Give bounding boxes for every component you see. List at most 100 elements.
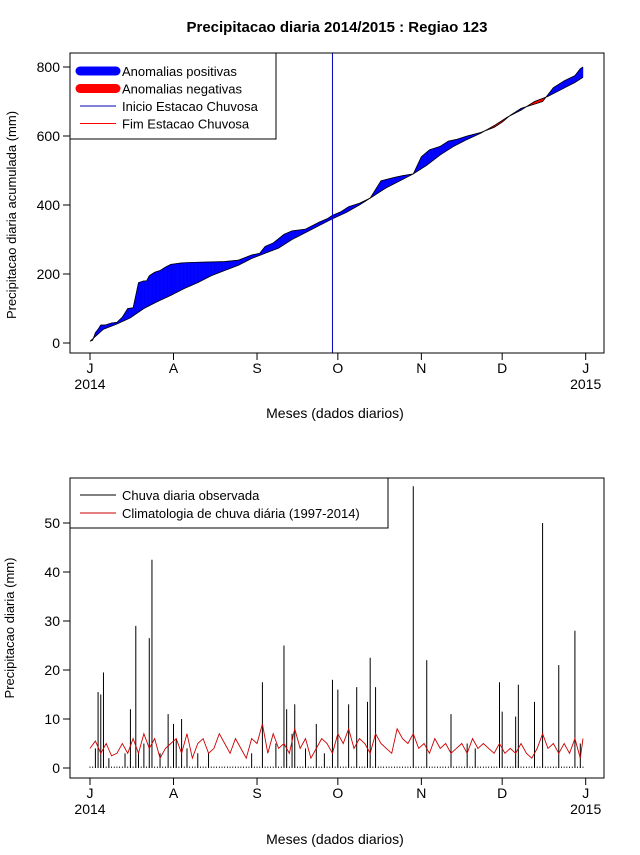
positive-anomaly-band	[426, 150, 429, 166]
positive-anomaly-band	[166, 265, 169, 298]
positive-anomaly-band	[170, 263, 173, 296]
positive-anomaly-band	[229, 260, 232, 269]
positive-anomaly-band	[388, 178, 391, 187]
positive-anomaly-band	[150, 273, 153, 306]
x-tick-label: J	[87, 785, 94, 801]
positive-anomaly-band	[227, 260, 229, 270]
positive-anomaly-band	[434, 147, 437, 160]
y-tick-label: 400	[37, 197, 61, 213]
positive-anomaly-band	[286, 232, 289, 244]
positive-anomaly-band	[433, 147, 436, 161]
positive-anomaly-band	[290, 230, 293, 241]
y-tick-label: 40	[44, 564, 60, 580]
positive-anomaly-band	[142, 280, 145, 310]
positive-anomaly-band	[422, 153, 425, 169]
positive-anomaly-band	[567, 77, 570, 87]
positive-anomaly-band	[173, 263, 176, 295]
positive-anomaly-band	[158, 270, 161, 302]
positive-anomaly-band	[581, 66, 584, 79]
positive-anomaly-band	[215, 261, 217, 275]
positive-anomaly-band	[570, 76, 573, 85]
x-tick-label: A	[169, 360, 179, 376]
legend-label: Inicio Estacao Chuvosa	[122, 99, 259, 114]
positive-anomaly-band	[282, 233, 285, 246]
positive-anomaly-band	[139, 281, 142, 312]
positive-anomaly-band	[171, 263, 174, 296]
chart-title: Precipitacao diaria 2014/2015 : Regiao 1…	[186, 19, 487, 36]
positive-anomaly-band	[153, 271, 155, 304]
positive-anomaly-band	[143, 280, 146, 309]
positive-anomaly-band	[281, 234, 283, 247]
positive-anomaly-band	[196, 262, 198, 284]
positive-anomaly-band	[208, 261, 211, 278]
positive-anomaly-band	[449, 140, 452, 150]
x-tick-label: D	[497, 785, 507, 801]
positive-anomaly-band	[128, 307, 131, 319]
x-tick-label: J	[582, 785, 589, 801]
positive-anomaly-band	[206, 261, 209, 279]
positive-anomaly-band	[421, 155, 423, 170]
positive-anomaly-band	[200, 261, 203, 282]
positive-anomaly-band	[127, 308, 130, 320]
positive-anomaly-band	[289, 231, 291, 242]
positive-anomaly-band	[194, 262, 197, 285]
positive-anomaly-band	[435, 146, 438, 159]
positive-anomaly-band	[295, 229, 298, 238]
positive-anomaly-band	[130, 307, 132, 319]
positive-anomaly-band	[283, 233, 286, 246]
plot-frame	[69, 52, 605, 354]
positive-anomaly-band	[232, 260, 235, 268]
positive-anomaly-band	[213, 261, 216, 275]
positive-anomaly-band	[217, 261, 220, 274]
positive-anomaly-band	[285, 232, 287, 245]
positive-anomaly-band	[155, 271, 158, 303]
positive-anomaly-band	[209, 261, 212, 277]
y-tick-label: 0	[52, 760, 60, 776]
positive-anomaly-band	[169, 264, 172, 297]
y-tick-label: 0	[52, 335, 60, 351]
year-label: 2014	[74, 376, 105, 392]
legend-label: Anomalias negativas	[122, 82, 242, 97]
positive-anomaly-band	[291, 230, 294, 240]
positive-anomaly-band	[185, 262, 188, 289]
positive-anomaly-band	[212, 261, 215, 276]
positive-anomaly-band	[446, 140, 449, 152]
y-tick-label: 20	[44, 662, 60, 678]
x-tick-label: N	[416, 360, 426, 376]
positive-anomaly-band	[198, 261, 201, 283]
x-tick-label: O	[332, 785, 343, 801]
x-tick-label: J	[87, 360, 94, 376]
positive-anomaly-band	[220, 261, 223, 273]
positive-anomaly-band	[181, 262, 184, 291]
positive-anomaly-band	[174, 263, 177, 294]
x-tick-label: D	[497, 360, 507, 376]
x-tick-label: O	[332, 360, 343, 376]
positive-anomaly-band	[138, 281, 141, 313]
positive-anomaly-band	[235, 260, 238, 267]
x-tick-label: J	[582, 360, 589, 376]
y-tick-label: 200	[37, 266, 61, 282]
positive-anomaly-band	[565, 79, 568, 88]
positive-anomaly-band	[180, 262, 182, 291]
positive-anomaly-band	[380, 180, 383, 192]
positive-anomaly-band	[573, 75, 576, 84]
positive-anomaly-band	[216, 261, 219, 274]
positive-anomaly-band	[441, 144, 444, 155]
positive-anomaly-band	[167, 264, 170, 297]
chart-legend: Anomalias positivas Anomalias negativas In…	[69, 52, 277, 140]
positive-anomaly-band	[271, 242, 274, 252]
y-tick-label: 600	[37, 128, 61, 144]
positive-anomaly-band	[182, 262, 185, 290]
positive-anomaly-band	[294, 230, 297, 239]
positive-anomaly-band	[268, 243, 271, 253]
positive-anomaly-band	[162, 267, 165, 300]
positive-anomaly-band	[423, 152, 426, 168]
positive-anomaly-band	[184, 262, 186, 289]
positive-anomaly-band	[202, 261, 205, 281]
positive-anomaly-band	[387, 178, 390, 188]
year-label: 2015	[570, 801, 601, 817]
x-tick-label: A	[169, 785, 179, 801]
positive-anomaly-band	[386, 178, 388, 189]
